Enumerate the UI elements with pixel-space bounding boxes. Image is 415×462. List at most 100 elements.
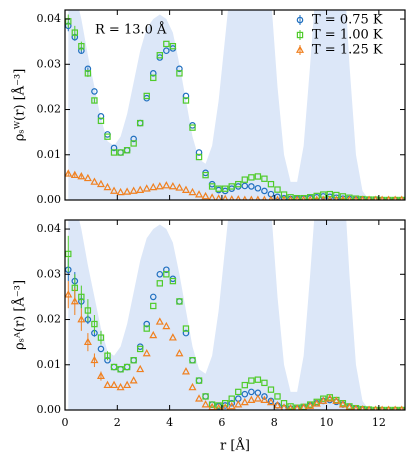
marker <box>123 147 131 154</box>
marker <box>267 180 275 188</box>
marker <box>163 266 170 274</box>
frame <box>64 9 406 201</box>
marker <box>175 183 184 191</box>
marker <box>261 187 268 195</box>
marker <box>136 345 144 353</box>
marker <box>306 401 315 409</box>
marker <box>83 173 92 182</box>
marker <box>169 277 177 285</box>
marker <box>188 187 197 196</box>
marker <box>248 377 255 384</box>
y-axis-label: ρₛᴬ(r) [Å⁻³] <box>12 280 28 350</box>
marker <box>228 399 236 407</box>
marker <box>248 174 255 181</box>
marker <box>168 181 177 190</box>
marker <box>142 348 151 357</box>
marker <box>293 404 301 410</box>
y-tick-label: 0.03 <box>37 267 62 280</box>
marker <box>221 185 229 192</box>
marker <box>266 397 275 406</box>
marker <box>70 296 79 305</box>
marker <box>274 393 281 400</box>
marker <box>280 403 288 410</box>
marker <box>195 394 204 402</box>
marker <box>90 177 99 185</box>
marker <box>175 348 184 357</box>
marker <box>254 173 262 180</box>
marker <box>169 42 177 50</box>
marker <box>267 386 275 393</box>
legend-marker <box>296 16 304 24</box>
marker <box>117 366 124 373</box>
marker <box>143 325 150 332</box>
marker <box>143 92 150 100</box>
marker <box>221 403 229 410</box>
y-tick-label: 0.00 <box>37 403 62 416</box>
marker <box>201 400 210 408</box>
marker <box>91 88 98 95</box>
marker <box>104 352 111 359</box>
marker <box>129 186 138 194</box>
marker <box>83 337 92 346</box>
marker <box>110 149 118 156</box>
marker <box>103 380 112 389</box>
marker <box>143 320 151 328</box>
background-area <box>68 10 402 200</box>
marker <box>168 333 177 341</box>
marker <box>189 357 196 364</box>
marker <box>280 194 288 200</box>
marker <box>299 403 308 410</box>
marker <box>97 334 105 341</box>
marker <box>130 135 137 143</box>
marker <box>91 97 98 104</box>
marker <box>90 355 99 364</box>
marker <box>260 395 269 403</box>
legend-label: T = 1.00 K <box>312 28 383 43</box>
annotation: R = 13.0 Å <box>95 22 167 38</box>
marker <box>110 186 119 194</box>
marker <box>195 377 203 384</box>
marker <box>149 70 157 77</box>
marker <box>176 70 183 77</box>
marker <box>150 74 157 82</box>
marker <box>97 113 105 120</box>
y-tick-label: 0.01 <box>37 148 62 161</box>
marker <box>261 175 268 182</box>
marker <box>221 400 229 407</box>
marker <box>202 393 209 400</box>
x-tick-label: 10 <box>320 416 334 429</box>
marker <box>123 363 131 371</box>
y-tick-label: 0.02 <box>37 313 62 326</box>
marker <box>163 47 170 55</box>
marker <box>280 400 288 407</box>
marker <box>103 182 112 191</box>
legend-marker <box>295 45 305 53</box>
marker <box>97 117 105 125</box>
marker <box>332 396 341 404</box>
marker <box>155 317 164 325</box>
marker <box>136 364 145 373</box>
marker <box>338 400 347 408</box>
marker <box>156 280 164 287</box>
marker <box>202 171 209 179</box>
marker <box>248 388 255 396</box>
marker <box>359 405 366 410</box>
marker <box>353 404 359 410</box>
marker <box>312 399 321 407</box>
marker <box>234 400 243 408</box>
marker <box>110 380 119 389</box>
marker <box>123 187 132 195</box>
legend-marker <box>296 31 304 39</box>
marker <box>208 193 216 200</box>
marker <box>195 153 203 161</box>
marker <box>241 182 249 190</box>
marker <box>65 169 73 177</box>
marker <box>149 182 158 191</box>
marker <box>235 180 242 188</box>
marker <box>136 185 145 193</box>
marker <box>162 181 171 189</box>
marker <box>142 184 151 192</box>
background-area <box>68 220 402 410</box>
legend-label: T = 1.25 K <box>312 43 383 58</box>
marker <box>188 382 197 391</box>
